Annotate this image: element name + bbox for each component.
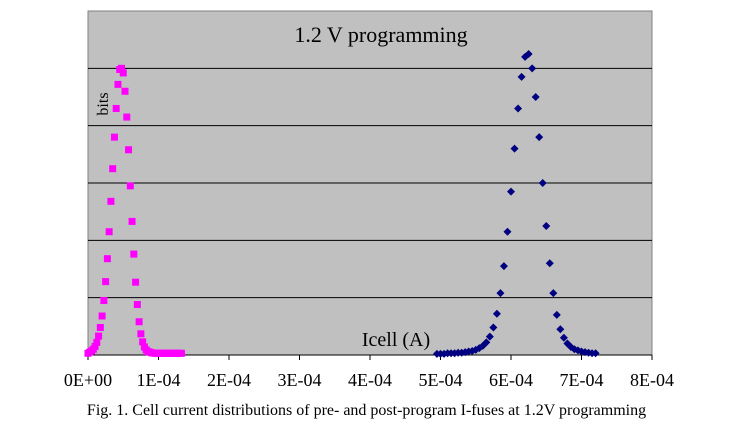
x-tick-label: 4E-04 xyxy=(348,370,392,390)
data-point xyxy=(482,338,491,347)
data-point xyxy=(535,133,544,142)
data-point xyxy=(133,301,141,309)
data-point xyxy=(135,318,143,326)
data-point xyxy=(538,179,547,187)
data-point xyxy=(485,332,494,341)
data-point xyxy=(91,342,99,350)
data-point xyxy=(177,349,185,357)
x-axis-ticks: 0E+00 1E-04 2E-04 3E-04 4E-04 5E-04 6E-04 7E-04… xyxy=(64,355,674,390)
data-point xyxy=(114,80,122,88)
data-point xyxy=(517,72,526,81)
series-1 xyxy=(84,64,185,357)
y-axis-label: bits xyxy=(95,92,112,115)
data-point xyxy=(95,332,103,340)
series-2 xyxy=(432,50,600,358)
data-point xyxy=(489,323,498,332)
data-point xyxy=(119,69,127,77)
x-tick-label: 1E-04 xyxy=(137,370,181,390)
data-point xyxy=(542,222,551,230)
x-tick-label: 7E-04 xyxy=(560,370,604,390)
data-point xyxy=(96,323,104,331)
data-point xyxy=(107,197,115,205)
x-tick-label: 2E-04 xyxy=(207,370,251,390)
data-point xyxy=(545,259,554,268)
x-tick-label: 5E-04 xyxy=(419,370,463,390)
data-point xyxy=(510,144,519,153)
data-point xyxy=(130,250,138,258)
data-point xyxy=(531,93,540,101)
x-tick-label: 6E-04 xyxy=(489,370,533,390)
data-point xyxy=(126,182,134,190)
x-tick-label: 8E-04 xyxy=(630,370,674,390)
data-point xyxy=(139,338,147,346)
data-point xyxy=(507,187,515,196)
data-point xyxy=(503,227,512,236)
data-point xyxy=(100,297,108,305)
gridlines xyxy=(88,67,652,299)
x-tick-label: 3E-04 xyxy=(278,370,322,390)
data-point xyxy=(98,312,106,320)
x-axis-label: Icell (A) xyxy=(362,329,430,351)
data-point xyxy=(524,50,533,58)
data-point xyxy=(102,278,110,286)
data-point xyxy=(496,289,505,298)
chart-title: 1.2 V programming xyxy=(294,22,467,47)
x-tick-label: 0E+00 xyxy=(64,370,112,390)
data-point xyxy=(123,113,131,121)
data-point xyxy=(137,330,145,338)
data-point xyxy=(105,228,113,236)
data-point xyxy=(528,64,537,73)
data-point xyxy=(103,255,111,263)
data-point xyxy=(93,338,101,346)
data-point xyxy=(110,133,118,141)
data-point xyxy=(109,165,117,173)
data-point xyxy=(499,262,508,271)
data-point xyxy=(128,217,136,225)
series-layer xyxy=(84,50,600,358)
data-point xyxy=(492,309,501,318)
data-point xyxy=(125,146,133,154)
data-point xyxy=(132,278,140,286)
data-point xyxy=(112,104,120,112)
data-point xyxy=(552,310,561,319)
data-point xyxy=(559,333,568,342)
data-point xyxy=(117,64,125,72)
data-point xyxy=(549,289,558,298)
figure-caption: Fig. 1. Cell current distributions of pr… xyxy=(86,402,647,419)
data-point xyxy=(121,87,129,95)
data-point xyxy=(514,104,523,113)
data-point xyxy=(556,325,565,334)
data-point xyxy=(591,349,600,358)
